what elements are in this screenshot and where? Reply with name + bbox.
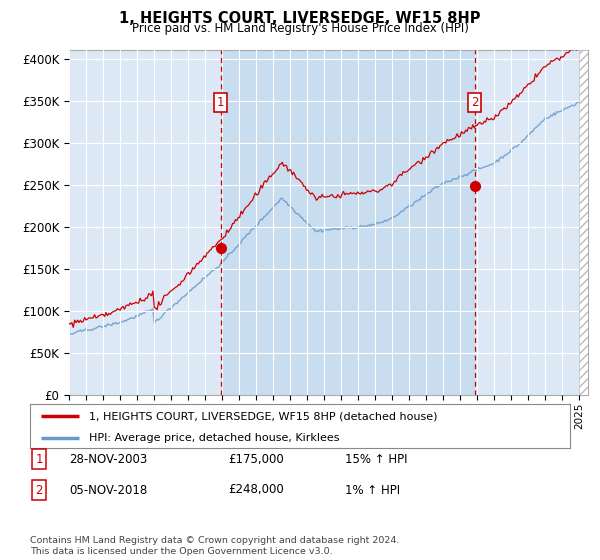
Text: 1: 1	[217, 96, 224, 109]
Text: HPI: Average price, detached house, Kirklees: HPI: Average price, detached house, Kirk…	[89, 433, 340, 444]
Text: 05-NOV-2018: 05-NOV-2018	[69, 483, 147, 497]
Text: £248,000: £248,000	[228, 483, 284, 497]
Text: Contains HM Land Registry data © Crown copyright and database right 2024.
This d: Contains HM Land Registry data © Crown c…	[30, 536, 400, 556]
Text: 28-NOV-2003: 28-NOV-2003	[69, 452, 147, 466]
Text: 15% ↑ HPI: 15% ↑ HPI	[345, 452, 407, 466]
Text: 1: 1	[35, 452, 43, 466]
Text: 2: 2	[471, 96, 478, 109]
Text: 2: 2	[35, 483, 43, 497]
Text: £175,000: £175,000	[228, 452, 284, 466]
Text: 1, HEIGHTS COURT, LIVERSEDGE, WF15 8HP (detached house): 1, HEIGHTS COURT, LIVERSEDGE, WF15 8HP (…	[89, 411, 438, 421]
Text: Price paid vs. HM Land Registry's House Price Index (HPI): Price paid vs. HM Land Registry's House …	[131, 22, 469, 35]
Text: 1% ↑ HPI: 1% ↑ HPI	[345, 483, 400, 497]
Bar	[221, 50, 475, 395]
Text: 1, HEIGHTS COURT, LIVERSEDGE, WF15 8HP: 1, HEIGHTS COURT, LIVERSEDGE, WF15 8HP	[119, 11, 481, 26]
